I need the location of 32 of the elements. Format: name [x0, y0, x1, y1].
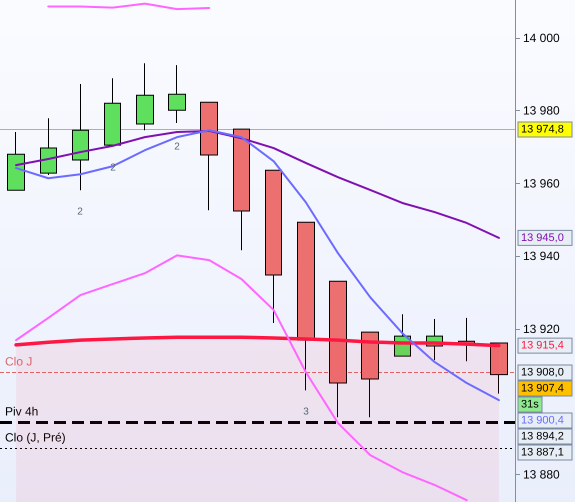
annotation: 2	[77, 206, 84, 218]
ref-line-label: Clo (J, Pré)	[5, 430, 66, 445]
ref-line-label: Clo J	[5, 354, 32, 368]
ref-line-label: Piv 4h	[5, 404, 38, 419]
candlestick	[72, 84, 89, 191]
text: 13 907,4	[521, 382, 564, 394]
annotation: 2	[174, 142, 180, 152]
candlestick	[40, 118, 57, 176]
y-tick-label: 13 960	[523, 176, 560, 190]
text: 31s	[521, 398, 540, 410]
line-series	[15, 130, 500, 239]
text: 13 915,4	[521, 340, 564, 352]
candlestick	[265, 170, 282, 324]
y-tick-label: 13 940	[523, 249, 560, 264]
candlestick	[104, 78, 121, 146]
y-tick-label: 13 920	[523, 322, 560, 336]
y-tick-label: 13 880	[523, 467, 560, 482]
text: 13 908,0	[521, 366, 564, 378]
candlestick	[297, 222, 315, 391]
text: 13 974,8	[521, 124, 564, 136]
candlestick	[136, 62, 154, 131]
text: 13 894,2	[521, 430, 564, 442]
candlestick	[7, 132, 25, 191]
y-tick-label: 14 000	[523, 30, 560, 45]
annotation: 3	[303, 406, 310, 418]
y-tick-label: 13 980	[523, 104, 560, 118]
text: 13 945,0	[521, 232, 564, 244]
candlestick	[200, 102, 218, 211]
text: 13 900,4	[521, 414, 564, 426]
text: 13 887,1	[521, 446, 564, 458]
candlestick	[168, 64, 186, 124]
candlestick	[233, 128, 250, 251]
